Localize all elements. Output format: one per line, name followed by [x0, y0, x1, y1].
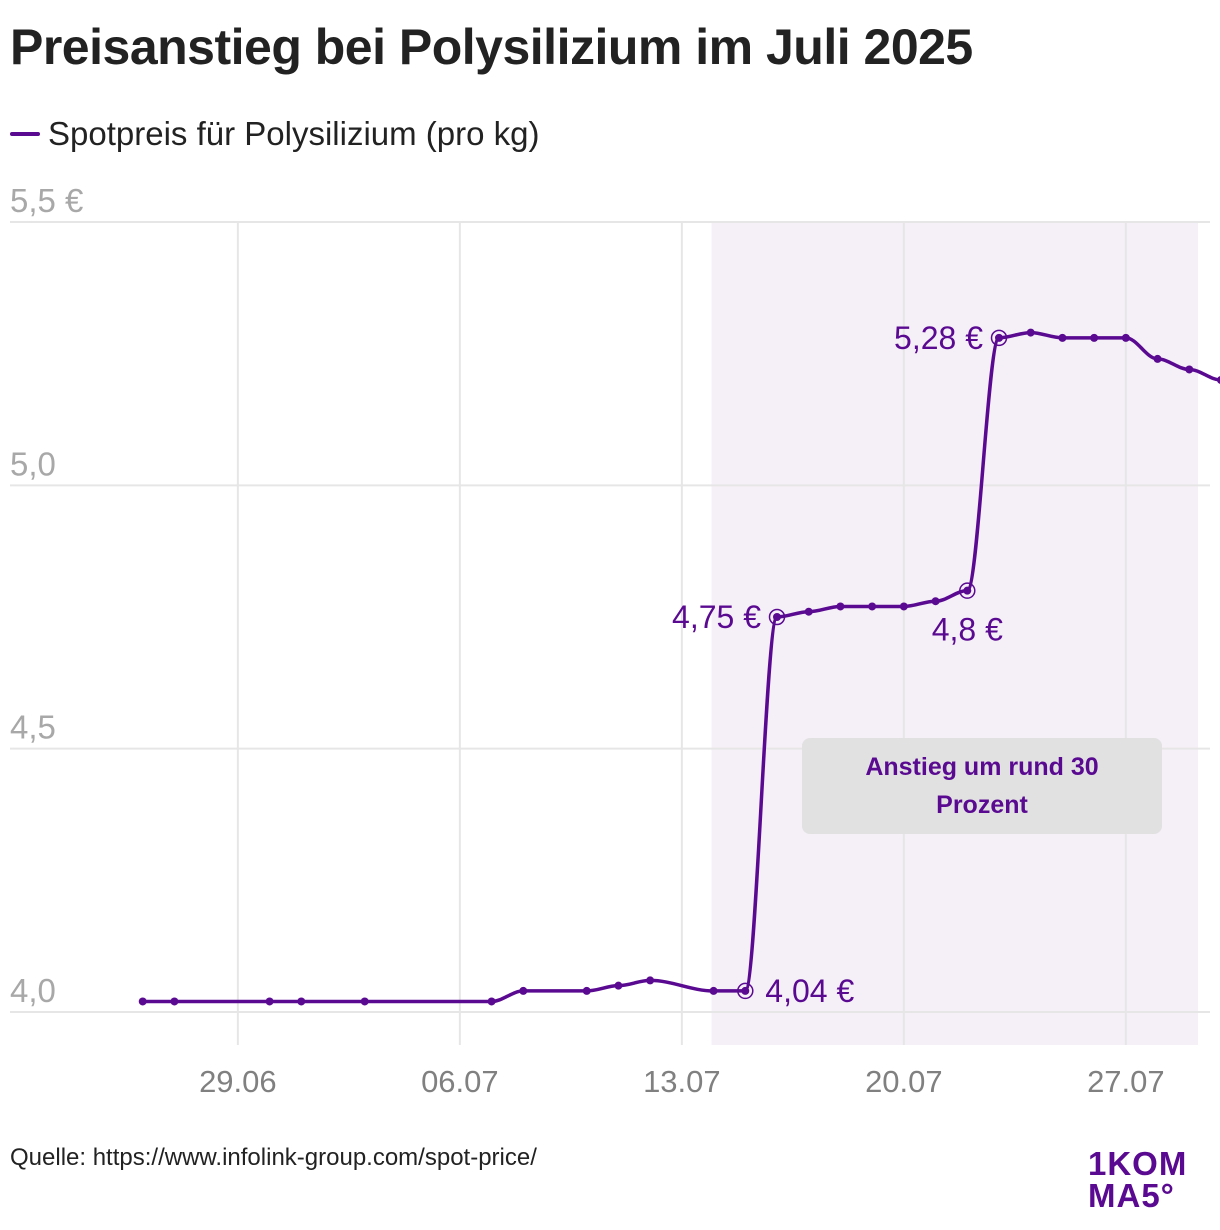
data-point	[582, 986, 591, 995]
logo-line-2: MA5°	[1088, 1177, 1175, 1214]
series-points-layer	[138, 328, 1220, 1006]
data-point	[931, 597, 940, 606]
data-point	[1090, 333, 1099, 342]
x-tick-label: 13.07	[643, 1064, 721, 1099]
data-point	[1185, 365, 1194, 374]
brand-logo: 1KOM MA5°	[1088, 1145, 1208, 1214]
legend-label: Spotpreis für Polysilizium (pro kg)	[48, 115, 540, 152]
highlight-point-ring	[737, 982, 754, 1000]
series-line	[142, 330, 1220, 1004]
data-point	[741, 986, 750, 995]
data-point	[995, 333, 1003, 342]
highlight-region	[711, 222, 1198, 1045]
data-point	[1217, 376, 1220, 384]
highlight-point-ring	[990, 329, 1008, 347]
data-point	[487, 997, 496, 1006]
series-line-layer	[142, 330, 1220, 1004]
source-note: Quelle: https://www.infolink-group.com/s…	[10, 1144, 537, 1171]
highlight-region-layer	[711, 222, 1198, 1045]
x-tick-label: 29.06	[199, 1064, 277, 1099]
data-point	[297, 997, 306, 1006]
line-chart: 5,5 € 5,0 4,5 4,0 29.06 06.07 13.07 20.07 27.07…	[10, 182, 1220, 1099]
highlight-point-ring	[959, 582, 976, 599]
data-point	[138, 997, 147, 1006]
data-label: 5,28 €	[894, 320, 983, 356]
data-point	[868, 602, 877, 611]
data-point	[265, 997, 274, 1006]
highlight-point-ring	[768, 608, 786, 626]
data-point	[360, 997, 369, 1006]
data-point	[1058, 333, 1067, 342]
x-tick-label: 06.07	[421, 1064, 499, 1099]
data-point	[773, 613, 781, 621]
x-axis-labels: 29.06 06.07 13.07 20.07 27.07	[199, 1064, 1165, 1099]
x-tick-label: 27.07	[1087, 1064, 1165, 1099]
legend: Spotpreis für Polysilizium (pro kg)	[10, 112, 540, 156]
y-tick-label: 4,0	[10, 972, 56, 1009]
x-tick-label: 20.07	[865, 1064, 943, 1099]
data-point	[614, 981, 623, 990]
data-point	[170, 997, 179, 1006]
legend-line-swatch	[10, 132, 40, 136]
data-label: 4,8 €	[932, 612, 1003, 648]
data-label: 4,75 €	[672, 599, 761, 635]
data-point	[519, 986, 528, 995]
data-point	[836, 602, 845, 611]
data-point	[963, 586, 972, 595]
y-tick-label: 5,5 €	[10, 182, 83, 219]
data-point	[1026, 328, 1035, 337]
data-labels-layer: 4,04 € 4,75 € 4,8 € 5,28 €	[672, 320, 1003, 1009]
annotation-box: Anstieg um rund 30 Prozent	[802, 738, 1162, 834]
data-label: 4,04 €	[765, 973, 854, 1009]
y-tick-label: 4,5	[10, 709, 56, 746]
data-point	[646, 976, 655, 985]
y-axis-labels: 5,5 € 5,0 4,5 4,0	[10, 182, 83, 1009]
grid-layer	[10, 221, 1210, 1045]
data-point	[709, 986, 718, 995]
y-tick-label: 5,0	[10, 445, 56, 482]
data-point	[899, 602, 908, 611]
logo-line-1: 1KOM	[1088, 1145, 1188, 1182]
data-point	[1153, 354, 1162, 363]
annotation-text: Anstieg um rund 30 Prozent	[865, 753, 1099, 819]
data-point	[804, 607, 813, 616]
data-point	[1121, 333, 1130, 342]
chart-title: Preisanstieg bei Polysilizium im Juli 20…	[10, 19, 973, 75]
